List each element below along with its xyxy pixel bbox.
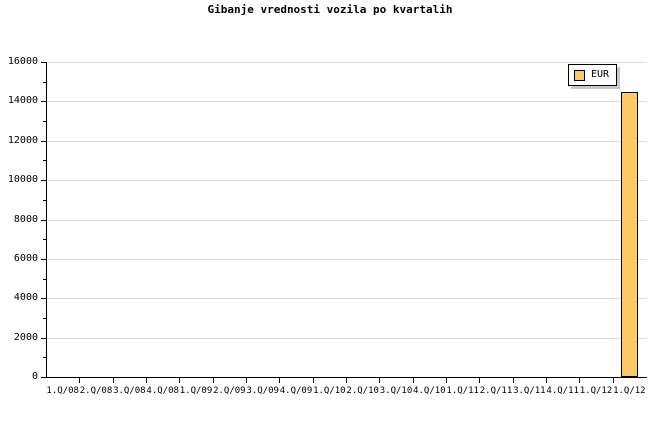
chart-legend: EUR: [568, 64, 618, 86]
gridline: [46, 258, 646, 260]
x-axis-label: 4.Q/09: [279, 386, 313, 396]
gridline: [46, 140, 646, 142]
gridline: [46, 180, 646, 182]
x-tick: [179, 378, 180, 383]
legend-label-eur: EUR: [591, 69, 610, 80]
y-axis-label: 14000: [7, 95, 38, 107]
y-tick-major: [41, 219, 46, 221]
x-tick: [146, 378, 147, 383]
y-axis-line: [46, 62, 47, 378]
x-tick: [613, 378, 614, 383]
y-tick-major: [41, 298, 46, 300]
x-tick: [546, 378, 547, 383]
x-axis-label: 1.Q/12: [613, 386, 646, 396]
x-axis-label: 2.Q/11: [479, 386, 513, 396]
y-tick-major: [41, 180, 46, 182]
y-tick-minor: [43, 121, 46, 123]
gridline: [46, 62, 646, 63]
y-axis-label: 2000: [13, 331, 38, 343]
x-axis-label: 2.Q/10: [346, 386, 379, 396]
y-tick-minor: [43, 239, 46, 241]
x-axis-label: 2.Q/09: [213, 386, 246, 396]
x-tick: [346, 378, 347, 383]
x-tick: [479, 378, 480, 383]
x-axis-label: 4.Q/11: [546, 386, 579, 396]
x-tick: [279, 378, 280, 383]
x-tick: [113, 378, 114, 383]
x-axis-label: 1.Q/08: [46, 386, 79, 396]
bar: [621, 92, 638, 377]
y-tick-minor: [43, 278, 46, 280]
x-axis-label: 3.Q/09: [246, 386, 279, 396]
legend-swatch-eur: [574, 69, 585, 81]
x-tick: [213, 378, 214, 383]
x-tick: [579, 378, 580, 383]
plot-area: [46, 62, 646, 378]
y-tick-minor: [43, 317, 46, 319]
x-axis-label: 1.Q/11: [446, 386, 479, 396]
y-tick-major: [41, 140, 46, 142]
x-axis-line: [46, 377, 647, 378]
x-tick: [446, 378, 447, 383]
chart-title: Gibanje vrednosti vozila po kvartalih: [207, 3, 453, 16]
x-tick: [379, 378, 380, 383]
y-tick-minor: [43, 199, 46, 201]
y-tick-major: [41, 258, 46, 260]
y-tick-minor: [43, 81, 46, 83]
y-axis-label: 12000: [7, 134, 38, 146]
x-tick: [313, 378, 314, 383]
y-axis-label: 0: [31, 371, 38, 382]
x-axis-label: 4.Q/10: [413, 386, 446, 396]
gridline: [46, 298, 646, 300]
gridline: [46, 337, 646, 339]
x-axis-label: 4.Q/08: [146, 386, 179, 396]
y-tick-minor: [43, 357, 46, 359]
x-axis-label: 1.Q/10: [313, 386, 346, 396]
y-axis-label: 4000: [13, 292, 38, 304]
x-axis-label: 3.Q/11: [513, 386, 546, 396]
y-tick-major: [41, 62, 46, 63]
y-axis-label: 8000: [13, 213, 38, 225]
y-axis-label: 10000: [7, 174, 38, 186]
y-tick-major: [41, 101, 46, 103]
x-tick: [413, 378, 414, 383]
y-axis-label: 6000: [13, 252, 38, 264]
x-axis-label: 1.Q/09: [179, 386, 213, 396]
x-axis-label: 3.Q/08: [113, 386, 146, 396]
x-tick: [513, 378, 514, 383]
x-axis-label: 1.Q/12: [579, 386, 613, 396]
gridline: [46, 219, 646, 221]
x-tick: [79, 378, 80, 383]
x-tick: [246, 378, 247, 383]
y-tick-major: [41, 337, 46, 339]
gridline: [46, 101, 646, 103]
x-axis-label: 3.Q/10: [379, 386, 413, 396]
x-axis-label: 2.Q/08: [79, 386, 113, 396]
y-tick-major: [41, 377, 46, 378]
y-tick-minor: [43, 160, 46, 162]
y-axis-label: 16000: [7, 56, 38, 67]
